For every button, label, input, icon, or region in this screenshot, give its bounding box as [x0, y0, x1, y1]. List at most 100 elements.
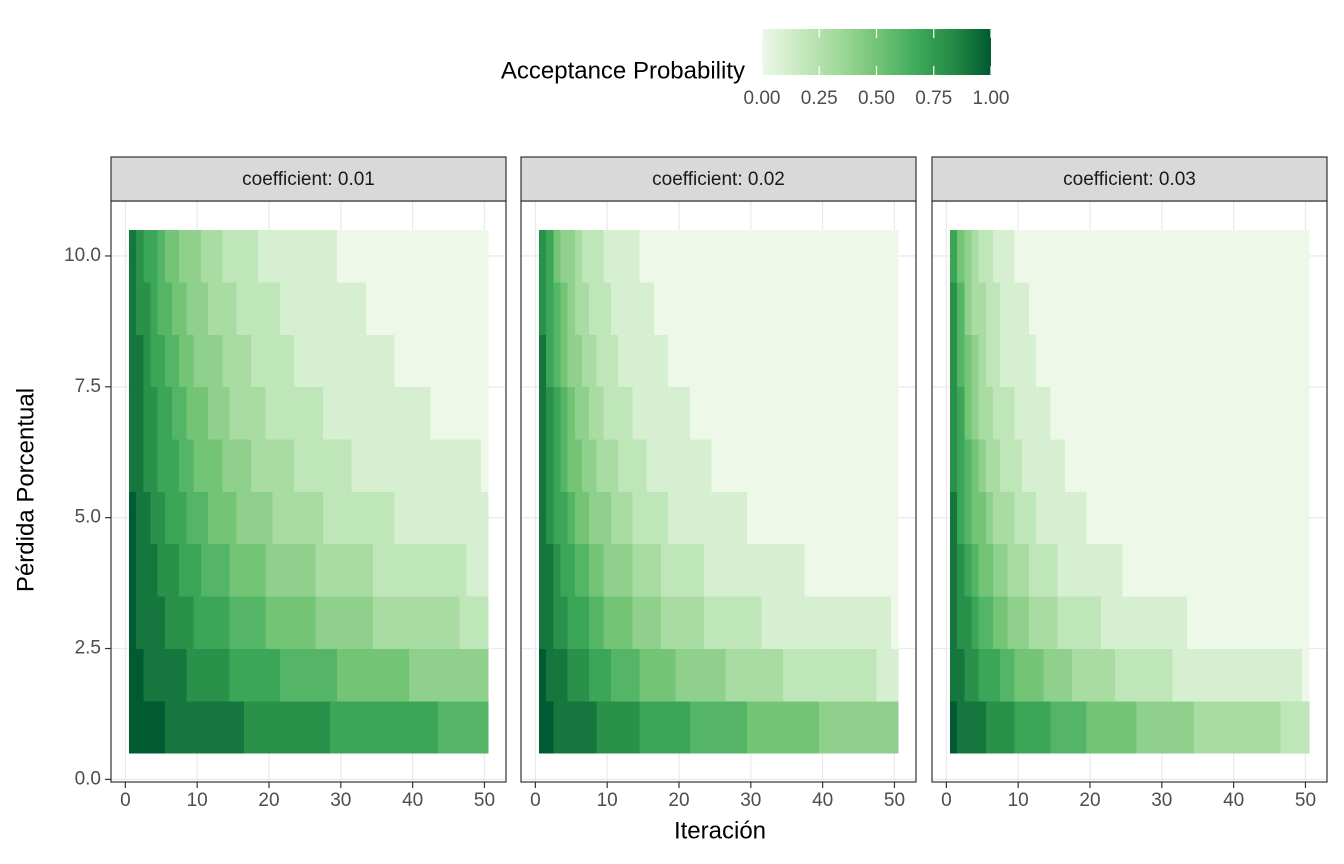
heat-cell [373, 491, 381, 545]
heat-cell [610, 543, 619, 597]
heat-cell [193, 700, 202, 754]
heat-cell [1122, 700, 1130, 754]
strip [931, 156, 1328, 202]
heat-cell [1021, 648, 1030, 702]
heat-cell [172, 334, 180, 388]
heat-cell [373, 596, 381, 649]
heat-cell [1237, 700, 1245, 754]
heat-cell [574, 229, 583, 283]
heat-cell [128, 386, 137, 440]
heat-cell [790, 491, 798, 545]
heat-cell [401, 282, 410, 335]
heat-cell [322, 543, 331, 597]
heat-cell [964, 700, 972, 754]
heat-cell [826, 334, 834, 388]
x-tick-label: 40 [812, 790, 833, 811]
heat-cell [1036, 543, 1044, 597]
heat-cell [444, 543, 453, 597]
heat-cell [373, 282, 381, 335]
heat-cell [957, 334, 965, 388]
heat-cell [632, 386, 640, 440]
heat-cell [704, 334, 712, 388]
heat-cell [1021, 282, 1030, 335]
heat-cell [632, 700, 640, 754]
heat-cell [567, 700, 576, 754]
heat-cell [265, 648, 273, 702]
heat-cell [365, 700, 374, 754]
heat-cell [1230, 439, 1238, 492]
heat-cell [200, 491, 209, 545]
heat-cell [1136, 491, 1145, 545]
heat-cell [1186, 491, 1195, 545]
heat-cell [308, 648, 317, 702]
heat-cell [301, 282, 309, 335]
heat-cell [1244, 334, 1252, 388]
heat-cell [840, 386, 849, 440]
heat-cell [661, 282, 669, 335]
heat-cell [768, 700, 777, 754]
heat-cell [582, 282, 590, 335]
heat-cell [819, 334, 827, 388]
heat-cell [682, 229, 691, 283]
heat-cell [1129, 334, 1138, 388]
y-axis-title: Pérdida Porcentual [12, 388, 39, 592]
heat-cell [394, 439, 403, 492]
heat-cell [380, 334, 388, 388]
heat-cell [847, 439, 856, 492]
heat-cell [179, 282, 187, 335]
heat-cell [754, 596, 762, 649]
heat-cell [1208, 439, 1217, 492]
heat-cell [560, 596, 569, 649]
heat-cell [452, 543, 460, 597]
heat-cell [1014, 491, 1023, 545]
heat-cell [1115, 282, 1123, 335]
heat-cell [589, 386, 597, 440]
heat-cell [1129, 543, 1138, 597]
heat-cell [840, 439, 849, 492]
heat-cell [150, 229, 159, 283]
heat-cell [646, 334, 655, 388]
heat-cell [1294, 700, 1303, 754]
heat-cell [1165, 596, 1173, 649]
heat-cell [538, 543, 547, 597]
heat-cell [258, 648, 266, 702]
heat-cell [675, 439, 683, 492]
heat-cell [704, 491, 712, 545]
x-tick-label: 20 [1079, 790, 1100, 811]
heat-cell [473, 439, 482, 492]
heat-cell [1194, 596, 1202, 649]
heat-cell [646, 648, 655, 702]
heat-cell [589, 648, 597, 702]
heat-cell [639, 543, 648, 597]
heat-cell [1100, 700, 1109, 754]
heat-cell [358, 543, 367, 597]
heat-cell [394, 648, 403, 702]
heat-cell [1280, 282, 1288, 335]
heat-cell [279, 386, 288, 440]
heat-cell [869, 229, 877, 283]
heat-cell [732, 334, 741, 388]
heat-cell [574, 700, 583, 754]
heat-cell [1043, 543, 1051, 597]
y-tick-label: 0.0 [75, 768, 101, 789]
heat-cell [668, 386, 676, 440]
heat-cell [761, 334, 770, 388]
heat-cell [1265, 439, 1274, 492]
heat-cell [1057, 439, 1066, 492]
x-axis-title: Iteración [674, 817, 766, 844]
heat-cell [574, 334, 583, 388]
heat-cell [157, 648, 166, 702]
heat-cell [840, 491, 849, 545]
heat-cell [1172, 700, 1181, 754]
heat-cell [747, 229, 755, 283]
heat-cell [380, 282, 388, 335]
heat-cell [1172, 491, 1181, 545]
heat-cell [985, 648, 994, 702]
heat-cell [150, 491, 159, 545]
heat-cell [437, 491, 446, 545]
heat-cell [1158, 648, 1166, 702]
heat-cell [811, 491, 820, 545]
heat-cell [143, 386, 151, 440]
heat-cell [143, 334, 151, 388]
